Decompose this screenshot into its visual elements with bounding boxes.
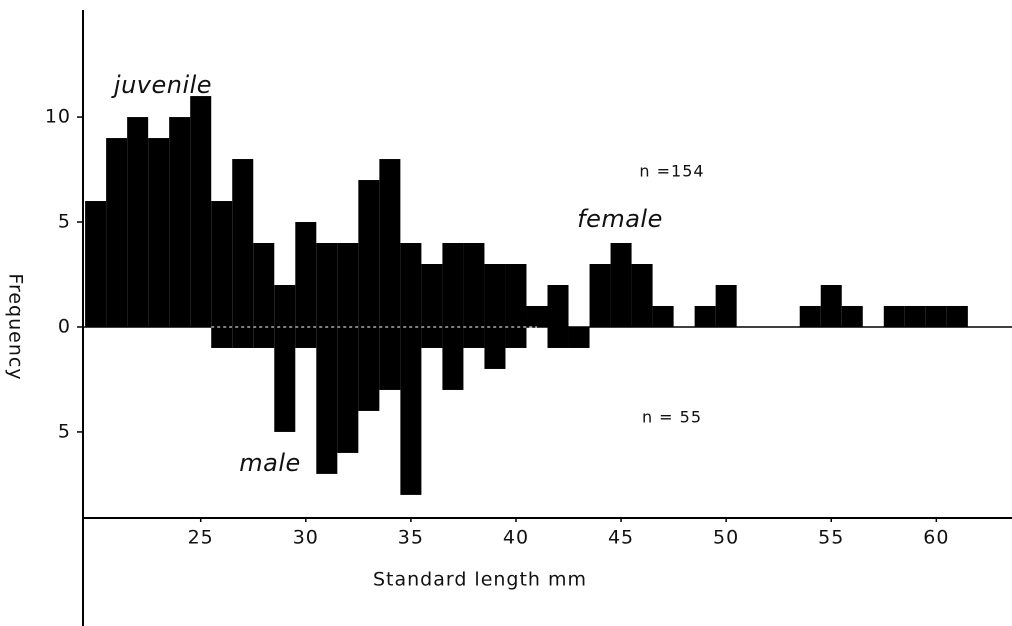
bar — [421, 326, 443, 348]
bar — [400, 243, 422, 327]
bar — [337, 243, 359, 327]
x-tick-label: 60 — [923, 527, 949, 549]
bar — [190, 96, 212, 327]
bar — [148, 138, 170, 327]
bar — [169, 117, 191, 327]
bar — [316, 243, 338, 327]
bar — [694, 305, 716, 327]
annotation: male — [239, 449, 301, 477]
bar — [211, 326, 233, 348]
bar — [610, 243, 632, 327]
bar — [85, 201, 107, 327]
bar — [841, 305, 863, 327]
bar — [505, 326, 527, 348]
x-tick-label: 30 — [293, 527, 319, 549]
annotation: juvenile — [111, 71, 212, 99]
bar — [316, 326, 338, 474]
bar — [442, 326, 464, 390]
bar — [463, 326, 485, 348]
bar — [904, 305, 926, 327]
x-tick-label: 35 — [398, 527, 424, 549]
bar — [820, 284, 842, 327]
y-tick-label: 0 — [58, 315, 71, 337]
bar — [526, 305, 548, 327]
bar — [358, 326, 380, 411]
bar — [547, 326, 569, 348]
bar — [484, 264, 506, 327]
x-axis-label: Standard length mm — [373, 569, 587, 591]
bar — [925, 305, 947, 327]
annotation: female — [577, 205, 663, 233]
x-tick-label: 40 — [503, 527, 529, 549]
bar — [652, 305, 674, 327]
bar — [547, 284, 569, 327]
bar — [379, 326, 401, 390]
bar — [400, 326, 422, 495]
bar — [295, 222, 317, 327]
bar — [463, 243, 485, 327]
bar — [358, 180, 380, 327]
x-tick-label: 50 — [713, 527, 739, 549]
annotation: n =154 — [639, 162, 704, 181]
y-tick-label: 5 — [58, 211, 71, 233]
bar — [127, 117, 149, 327]
bar — [589, 264, 611, 327]
y-tick-label: 10 — [45, 106, 71, 128]
bar — [883, 305, 905, 327]
y-axis-label: Frequency — [5, 273, 27, 380]
bar — [274, 284, 296, 327]
bar — [253, 243, 275, 327]
bar — [799, 305, 821, 327]
bar — [295, 326, 317, 348]
bar — [421, 264, 443, 327]
bar — [442, 243, 464, 327]
bar — [232, 159, 254, 327]
bar — [337, 326, 359, 453]
bar — [379, 159, 401, 327]
bar — [274, 326, 296, 432]
bar — [715, 284, 737, 327]
bar — [568, 326, 590, 348]
bar — [211, 201, 233, 327]
x-tick-label: 25 — [188, 527, 214, 549]
bar — [484, 326, 506, 369]
x-tick-label: 55 — [818, 527, 844, 549]
bar — [253, 326, 275, 348]
annotation: n = 55 — [642, 408, 702, 427]
bar — [106, 138, 128, 327]
bar — [631, 264, 653, 327]
bar — [946, 305, 968, 327]
bar — [232, 326, 254, 348]
y-tick-label: 5 — [58, 420, 71, 442]
bar — [505, 264, 527, 327]
x-tick-label: 45 — [608, 527, 634, 549]
